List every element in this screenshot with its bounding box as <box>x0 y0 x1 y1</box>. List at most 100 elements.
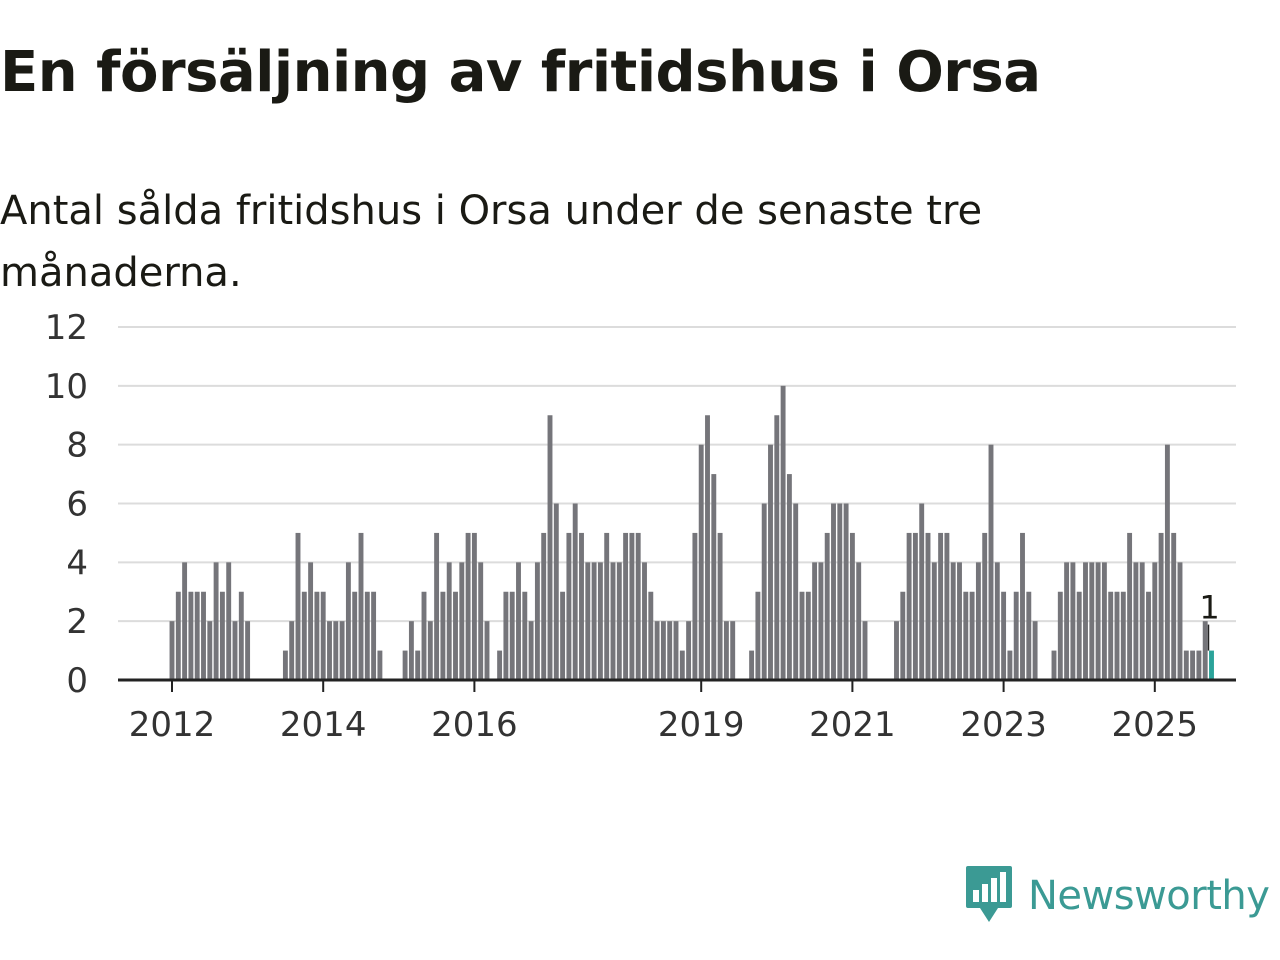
y-tick-label: 4 <box>66 543 88 583</box>
bar <box>427 621 433 680</box>
bar <box>408 621 414 680</box>
bar <box>327 621 332 680</box>
bar <box>1171 532 1177 680</box>
bar <box>358 532 364 680</box>
bar <box>1139 562 1145 680</box>
bar <box>289 621 295 680</box>
bar <box>604 532 610 680</box>
data-labels: 1 <box>1199 589 1220 651</box>
bar <box>912 532 918 680</box>
bar <box>1026 591 1032 680</box>
bar <box>768 444 773 680</box>
bar <box>188 591 194 680</box>
bar <box>547 415 553 680</box>
bar <box>308 562 314 680</box>
bar <box>963 591 969 680</box>
bar <box>906 532 912 680</box>
bar <box>843 503 849 680</box>
bar <box>282 650 288 680</box>
bar <box>1202 621 1208 680</box>
bar <box>755 591 761 680</box>
bar <box>610 562 616 680</box>
bar <box>497 650 503 680</box>
data-label: 1 <box>1199 589 1219 627</box>
bar <box>849 532 855 680</box>
bar <box>799 591 805 680</box>
bar <box>509 591 515 680</box>
bar <box>553 503 559 680</box>
bar <box>856 562 862 680</box>
bar <box>182 562 188 680</box>
y-tick-label: 0 <box>66 661 88 701</box>
bar <box>572 503 578 680</box>
bar <box>194 591 200 680</box>
x-axis-ticks: 2012 2014 2016 2019 2021 2023 2025 <box>129 680 1198 740</box>
bar <box>201 591 206 680</box>
bar <box>1095 562 1101 680</box>
x-tick-label: 2025 <box>1112 705 1199 740</box>
bar <box>295 532 301 680</box>
bar <box>786 474 792 680</box>
bar <box>1158 532 1164 680</box>
bar <box>1183 650 1189 680</box>
bar <box>730 621 736 680</box>
bar <box>648 591 654 680</box>
bar <box>1190 650 1196 680</box>
bar <box>982 532 988 680</box>
newsworthy-logo-icon <box>964 864 1014 928</box>
bar <box>175 591 181 680</box>
chart-subtitle: Antal sålda fritidshus i Orsa under de s… <box>0 188 983 296</box>
bar <box>402 650 408 680</box>
bar <box>1032 621 1038 680</box>
bar <box>1070 562 1076 680</box>
bar <box>503 591 509 680</box>
bar <box>919 503 925 680</box>
bar <box>232 621 238 680</box>
bar <box>812 562 818 680</box>
bar <box>900 591 906 680</box>
bar <box>597 562 603 680</box>
bar <box>591 562 597 680</box>
bar <box>711 474 717 680</box>
bar-chart: 0 2 4 6 8 10 12 2012 2014 2016 2019 2021 2023 2025 1 <box>45 308 1236 740</box>
bar <box>805 591 811 680</box>
bar <box>446 562 452 680</box>
bar <box>226 562 232 680</box>
bar <box>1013 591 1019 680</box>
bar <box>352 591 358 680</box>
bar <box>522 591 528 680</box>
bar <box>749 650 755 680</box>
bar <box>654 621 660 680</box>
bar <box>837 503 843 680</box>
bar <box>560 591 566 680</box>
x-tick-label: 2012 <box>129 705 216 740</box>
bar <box>635 532 641 680</box>
bars <box>169 385 1214 680</box>
bar <box>629 532 635 680</box>
bar <box>459 562 465 680</box>
x-tick-label: 2014 <box>280 705 367 740</box>
chart-title: En försäljning av fritidshus i Orsa <box>0 40 1041 105</box>
bar <box>673 621 679 680</box>
bar <box>616 562 622 680</box>
bar <box>320 591 326 680</box>
brand-name: Newsworthy <box>1028 873 1270 919</box>
bar <box>1177 562 1183 680</box>
bar <box>994 562 1000 680</box>
bar <box>579 532 584 680</box>
bar <box>471 532 477 680</box>
bar <box>969 591 975 680</box>
bar <box>238 591 244 680</box>
bar <box>1101 562 1107 680</box>
bar <box>339 621 345 680</box>
bar <box>780 385 786 680</box>
bar <box>938 532 944 680</box>
bar <box>925 532 931 680</box>
bar <box>761 503 767 680</box>
bar <box>1152 562 1158 680</box>
bar <box>1164 444 1170 680</box>
bar <box>421 591 427 680</box>
bar <box>686 621 692 680</box>
bar <box>434 532 440 680</box>
bar <box>698 444 704 680</box>
